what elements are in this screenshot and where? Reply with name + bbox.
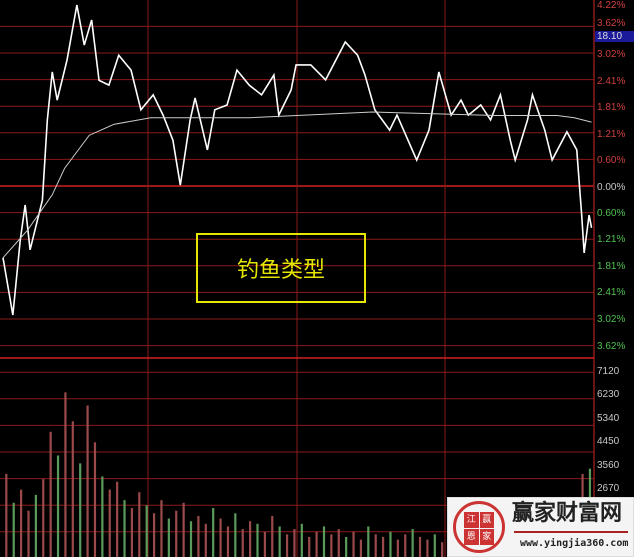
volume-bar — [322, 526, 326, 557]
y-tick-label: 2.41% — [597, 75, 626, 87]
volume-bar — [308, 536, 311, 557]
volume-bar — [249, 521, 252, 557]
volume-bar — [263, 531, 266, 557]
volume-bar — [418, 536, 422, 557]
volume-bar — [359, 539, 363, 557]
volume-bar — [5, 473, 8, 557]
volume-tick-label: 7120 — [597, 366, 620, 377]
volume-bar — [315, 531, 318, 557]
volume-bar — [145, 505, 148, 557]
seal-char: 江 — [464, 512, 479, 528]
volume-bar — [300, 523, 303, 557]
average-line — [2, 111, 592, 259]
y-tick-label: 3.62% — [597, 18, 626, 29]
volume-tick-label: 4450 — [597, 436, 620, 448]
volume-bar — [241, 529, 244, 557]
volume-bar — [381, 536, 385, 557]
volume-bar — [86, 405, 89, 557]
divider — [514, 531, 628, 533]
watermark-url: www.yingjia360.com — [520, 538, 629, 549]
y-tick-label: 3.62% — [597, 340, 626, 352]
y-tick-label: 1.81% — [597, 260, 626, 272]
volume-bar — [42, 479, 45, 557]
volume-bar — [278, 526, 281, 557]
volume-bar — [108, 489, 111, 557]
volume-bar — [182, 502, 185, 557]
annotation-text: 钓鱼类型 — [236, 258, 325, 283]
volume-bar — [93, 442, 97, 557]
y-tick-label: 2.41% — [597, 287, 626, 299]
volume-bar — [256, 523, 259, 557]
volume-bar — [404, 534, 407, 557]
volume-bar — [19, 489, 23, 557]
volume-bar — [285, 534, 289, 557]
annotation-box: 钓鱼类型 — [196, 233, 366, 303]
volume-bar — [212, 508, 215, 557]
y-tick-label: 1.81% — [597, 102, 626, 114]
volume-bar — [441, 542, 444, 557]
volume-bar — [219, 518, 222, 557]
watermark-logo: 江 赢 恩 家 赢家财富网 www.yingjia360.com — [447, 497, 634, 557]
volume-tick-label: 2670 — [597, 483, 620, 494]
volume-bar — [64, 392, 67, 557]
volume-bar — [367, 526, 370, 557]
seal-char: 赢 — [479, 512, 494, 528]
volume-bar — [234, 513, 237, 557]
seal-icon: 江 赢 恩 家 — [453, 501, 505, 553]
volume-bar — [123, 500, 126, 557]
y-tick-label: 3.02% — [597, 49, 626, 60]
y-tick-label: 0.60% — [597, 207, 626, 219]
volume-bar — [352, 531, 355, 557]
volume-bar — [189, 521, 193, 557]
seal-char: 家 — [479, 529, 494, 545]
volume-bar — [71, 421, 74, 557]
volume-bar — [34, 494, 37, 557]
volume-bar — [130, 508, 134, 557]
volume-bar — [49, 431, 52, 557]
volume-bar — [433, 534, 436, 557]
y-tick-label: 3.02% — [597, 314, 626, 325]
volume-bar — [396, 539, 399, 557]
volume-bar — [160, 500, 163, 557]
y-tick-label: 4.22% — [597, 0, 626, 11]
volume-bar — [175, 510, 178, 557]
volume-bar — [411, 529, 414, 557]
volume-bar — [138, 492, 141, 557]
y-tick-label: 1.21% — [597, 234, 626, 246]
volume-bar — [337, 529, 340, 557]
volume-bar — [426, 539, 429, 557]
watermark-title: 赢家财富网 — [512, 501, 623, 526]
price-line — [2, 4, 593, 316]
volume-bar — [226, 526, 230, 557]
volume-bar — [167, 518, 170, 557]
volume-bar — [374, 534, 377, 557]
volume-bar — [27, 510, 30, 557]
y-tick-label: 1.21% — [597, 128, 626, 140]
volume-bar — [152, 513, 156, 557]
volume-bar — [79, 463, 82, 557]
volume-bar — [101, 476, 104, 557]
current-price-tag: 18.10 — [595, 31, 634, 42]
volume-tick-label: 3560 — [597, 459, 620, 471]
volume-bar — [204, 523, 207, 557]
volume-bar — [345, 536, 348, 557]
volume-bar — [12, 502, 15, 557]
volume-tick-label: 6230 — [597, 389, 620, 401]
y-tick-label: 0.00% — [597, 182, 626, 193]
volume-bar — [330, 534, 333, 557]
volume-bar — [389, 531, 392, 557]
volume-bar — [116, 481, 119, 557]
volume-bar — [271, 515, 274, 557]
volume-bar — [56, 455, 60, 557]
volume-bar — [197, 515, 200, 557]
y-tick-label: 0.60% — [597, 155, 626, 167]
seal-char: 恩 — [464, 529, 479, 545]
volume-tick-label: 5340 — [597, 412, 620, 424]
volume-bar — [293, 529, 296, 557]
